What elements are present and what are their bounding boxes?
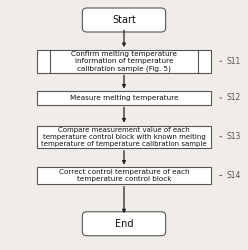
Text: S14: S14 xyxy=(227,171,241,180)
Text: Start: Start xyxy=(112,15,136,25)
Text: Confirm melting temperature
information of temperature
calibration sample (Fig. : Confirm melting temperature information … xyxy=(71,51,177,72)
FancyBboxPatch shape xyxy=(82,212,166,236)
Bar xyxy=(37,92,211,104)
Bar xyxy=(37,168,211,184)
Text: Correct control temperature of each
temperature control block: Correct control temperature of each temp… xyxy=(59,169,189,182)
Bar xyxy=(37,126,211,148)
Text: S11: S11 xyxy=(227,57,241,66)
Text: Compare measurement value of each
temperature control block with known melting
t: Compare measurement value of each temper… xyxy=(41,127,207,147)
Bar xyxy=(37,50,211,72)
FancyBboxPatch shape xyxy=(82,8,166,32)
Text: End: End xyxy=(115,219,133,229)
Text: Measure melting temperature: Measure melting temperature xyxy=(70,95,178,101)
Text: S13: S13 xyxy=(227,132,241,141)
Text: S12: S12 xyxy=(227,94,241,102)
